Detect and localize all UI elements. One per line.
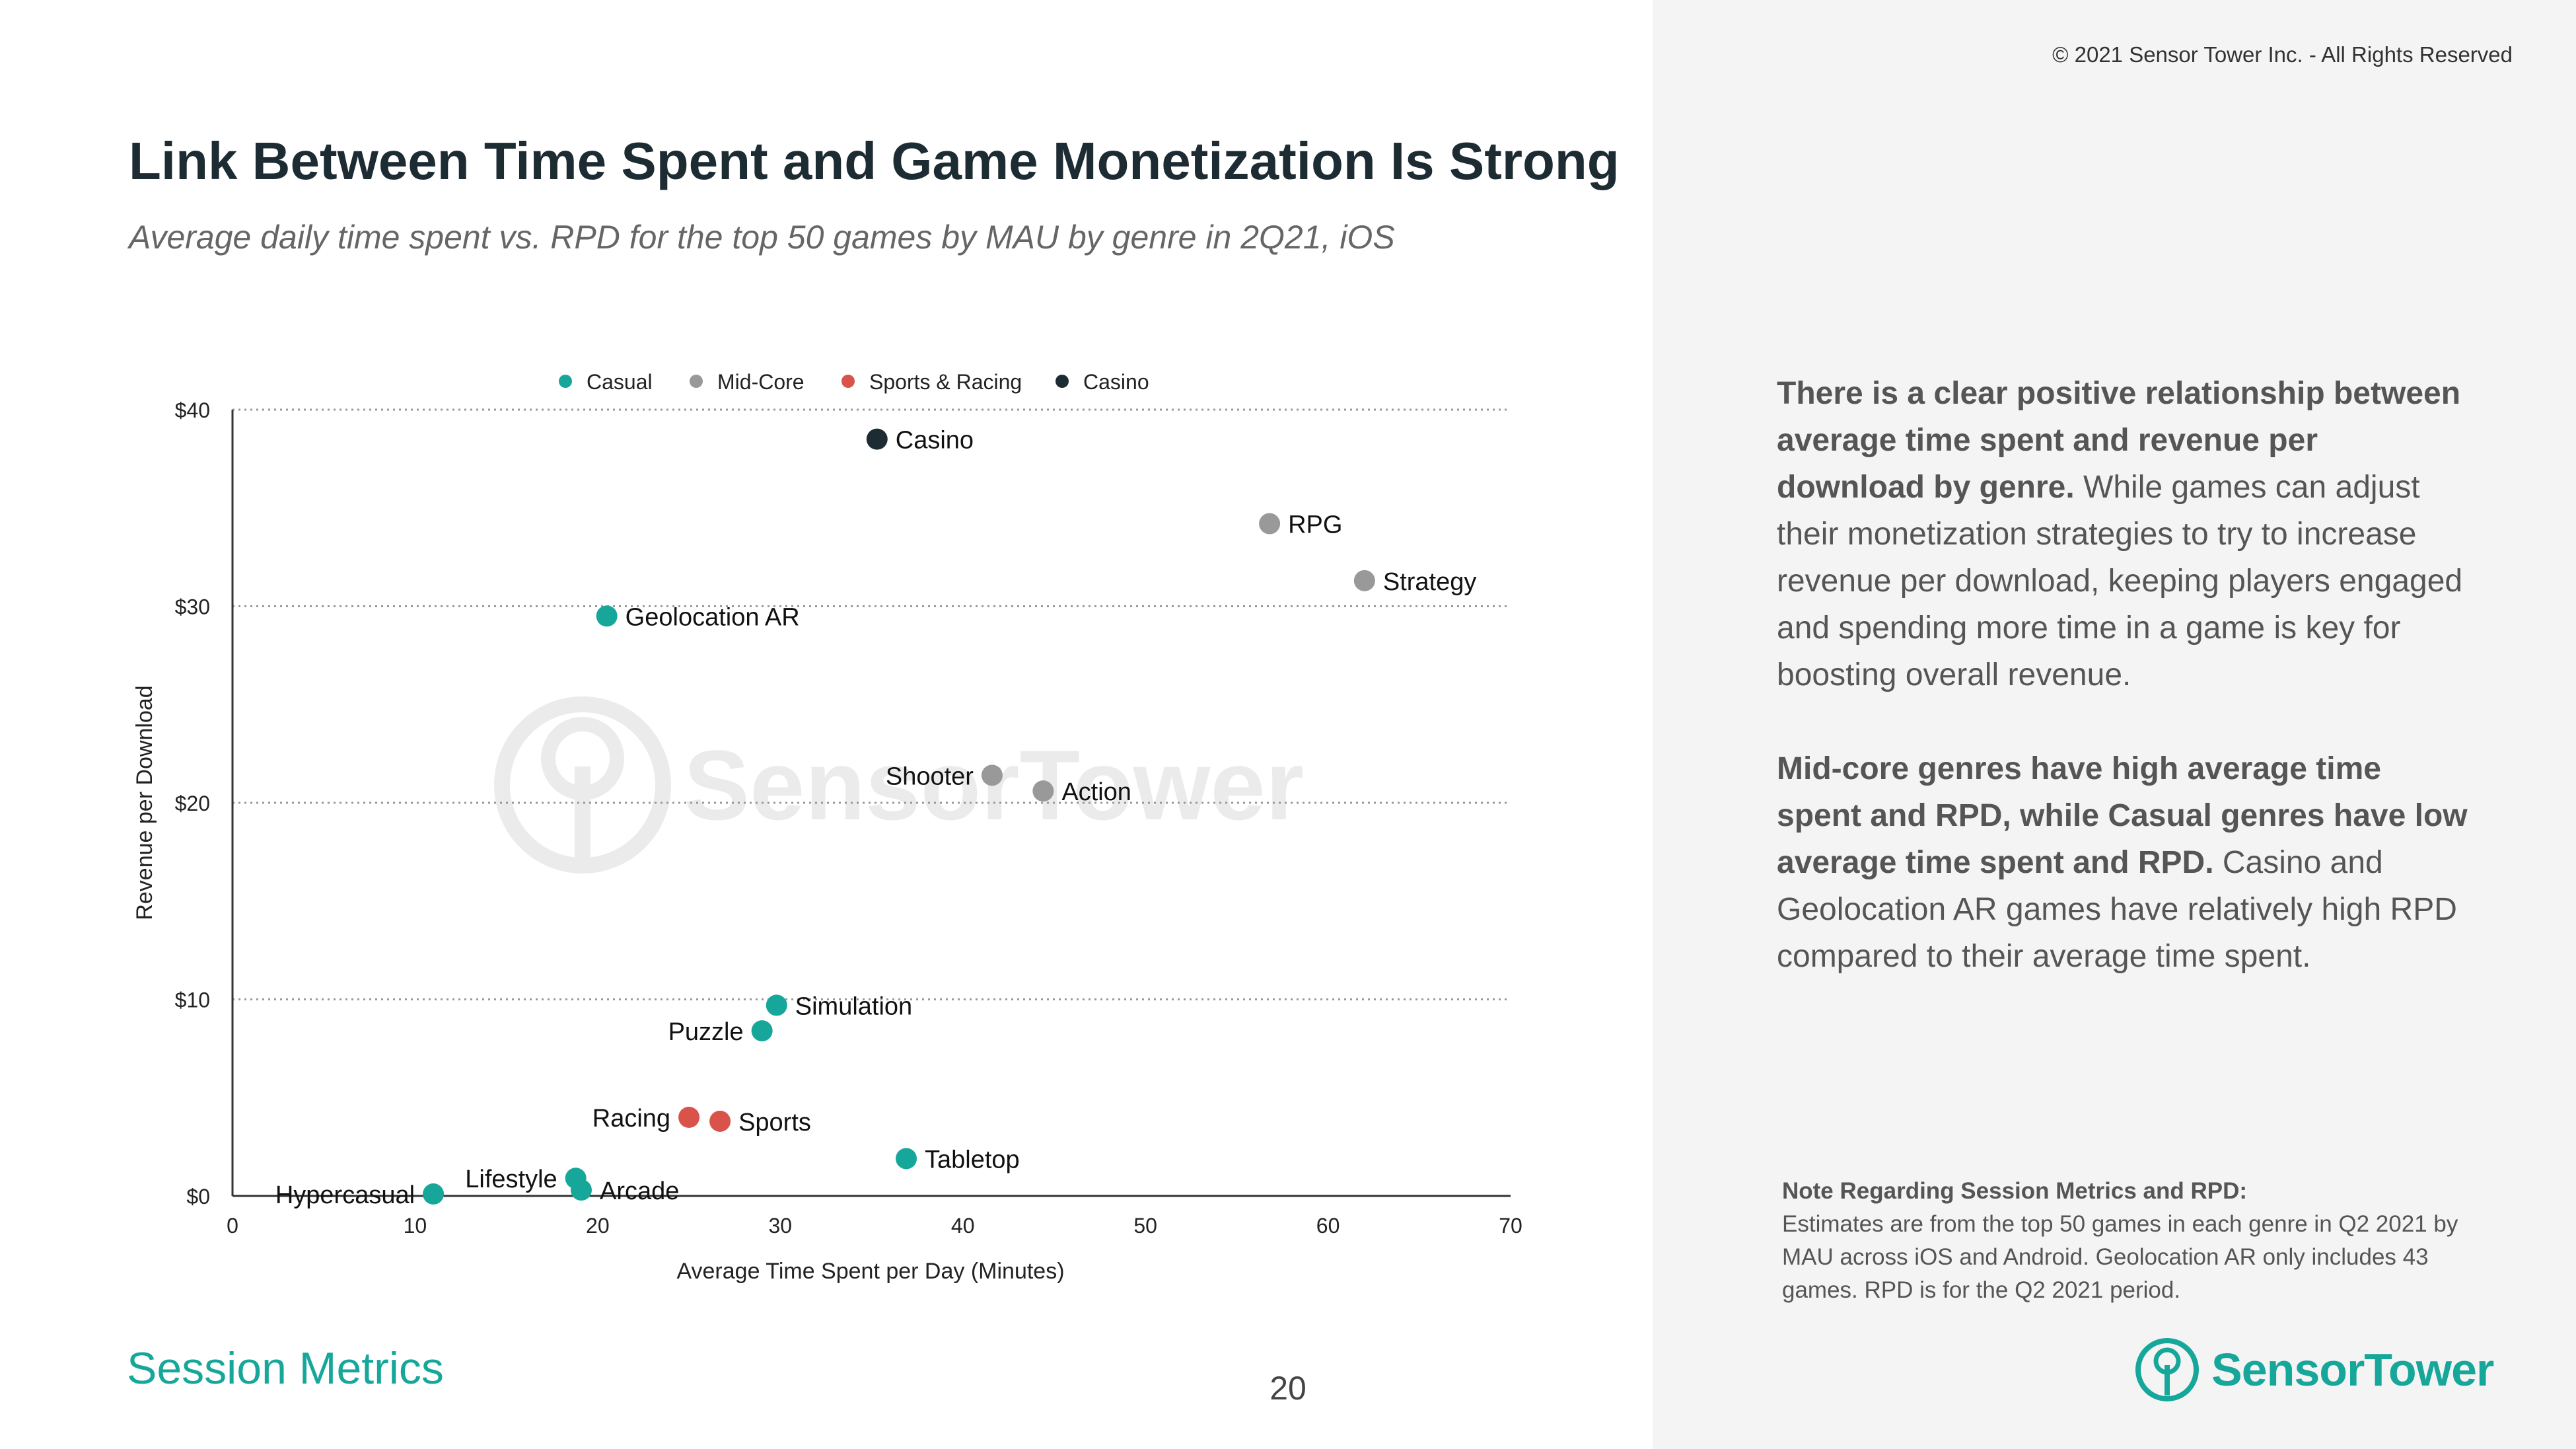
data-label: Sports: [738, 1109, 811, 1136]
data-point: [423, 1183, 445, 1205]
data-label: Geolocation AR: [626, 603, 800, 631]
sensor-tower-logo: SensorTower: [2135, 1333, 2494, 1406]
x-tick-label: 0: [227, 1214, 238, 1238]
data-point: [1259, 513, 1281, 535]
legend-label: Sports & Racing: [869, 370, 1022, 394]
x-tick-label: 40: [951, 1214, 975, 1238]
logo-text: SensorTower: [2211, 1344, 2494, 1395]
data-point: [981, 764, 1003, 786]
y-tick-label: $30: [175, 595, 210, 619]
data-label: Puzzle: [668, 1018, 744, 1046]
legend-marker: [690, 375, 703, 388]
y-tick-labels: $0 $10 $20 $30 $40: [175, 398, 210, 1208]
legend-marker: [1055, 375, 1069, 388]
data-label: Lifestyle: [465, 1166, 557, 1193]
data-label: Hypercasual: [275, 1181, 415, 1209]
legend-label: Casino: [1083, 370, 1149, 394]
section-label: Session Metrics: [127, 1343, 444, 1393]
right-panel: [1653, 0, 2576, 1449]
x-tick-label: 20: [586, 1214, 610, 1238]
data-point: [751, 1020, 773, 1042]
legend-label: Casual: [587, 370, 653, 394]
note-body: Estimates are from the top 50 games in e…: [1782, 1211, 2458, 1303]
page-title: Link Between Time Spent and Game Monetiz…: [129, 131, 1620, 190]
data-point: [1353, 570, 1375, 591]
note-title: Note Regarding Session Metrics and RPD:: [1782, 1178, 2248, 1204]
y-tick-label: $20: [175, 792, 210, 815]
copyright: © 2021 Sensor Tower Inc. - All Rights Re…: [2052, 42, 2513, 67]
legend-label: Mid-Core: [717, 370, 805, 394]
data-point: [766, 994, 787, 1016]
y-axis-label: Revenue per Download: [132, 685, 157, 920]
data-point: [866, 428, 888, 450]
insight-paragraph-1: There is a clear positive relationship b…: [1777, 370, 2470, 698]
page-number: 20: [1270, 1370, 1306, 1407]
x-axis-label: Average Time Spent per Day (Minutes): [676, 1259, 1064, 1284]
x-tick-label: 50: [1133, 1214, 1157, 1238]
insight-2-bold: Mid-core genres have high average time s…: [1777, 751, 2468, 880]
axes: [231, 410, 1511, 1197]
gridlines: [233, 408, 1511, 1000]
data-point: [678, 1107, 700, 1128]
scatter-chart: SensorTower $0$10$20$30$40 0102030405060…: [132, 370, 1522, 1284]
data-point: [570, 1179, 592, 1201]
insight-1-bold: There is a clear positive relationship b…: [1777, 376, 2461, 505]
insight-paragraph-2: Mid-core genres have high average time s…: [1777, 745, 2470, 980]
data-label: Strategy: [1383, 568, 1477, 596]
legend: Casual Mid-Core Sports & Racing Casino: [559, 370, 1149, 394]
legend-marker: [841, 375, 855, 388]
data-label: RPG: [1288, 511, 1342, 539]
note: Note Regarding Session Metrics and RPD: …: [1782, 1175, 2502, 1307]
x-tick-label: 10: [404, 1214, 427, 1238]
y-tick-label: $0: [186, 1185, 210, 1208]
data-point: [596, 605, 618, 627]
y-tick-label: $40: [175, 398, 210, 422]
insight-1-rest: While games can adjust their monetizatio…: [1777, 470, 2463, 692]
x-tick-label: 60: [1316, 1214, 1340, 1238]
data-label: Arcade: [600, 1177, 679, 1205]
data-label: Casino: [896, 427, 974, 455]
logo-icon: [2135, 1338, 2199, 1401]
insight-text: There is a clear positive relationship b…: [1777, 370, 2470, 1027]
x-tick-label: 70: [1499, 1214, 1522, 1238]
data-points: Geolocation AR Simulation Puzzle Tabletop Hy…: [275, 427, 1477, 1209]
y-tick-label: $10: [175, 988, 210, 1012]
data-point: [709, 1110, 731, 1132]
x-tick-labels: 0 10 20 30 40 50 60 70: [227, 1214, 1522, 1238]
data-label: Tabletop: [925, 1146, 1020, 1173]
page-subtitle: Average daily time spent vs. RPD for the…: [129, 219, 1395, 256]
data-label: Shooter: [886, 762, 974, 790]
data-label: Racing: [592, 1105, 670, 1133]
x-tick-label: 30: [768, 1214, 792, 1238]
data-point: [1032, 780, 1054, 802]
insight-2-rest: Casino and Geolocation AR games have rel…: [1777, 845, 2457, 974]
data-label: Simulation: [795, 992, 912, 1020]
data-point: [896, 1148, 917, 1170]
data-label: Action: [1061, 778, 1131, 806]
legend-marker: [559, 375, 572, 388]
